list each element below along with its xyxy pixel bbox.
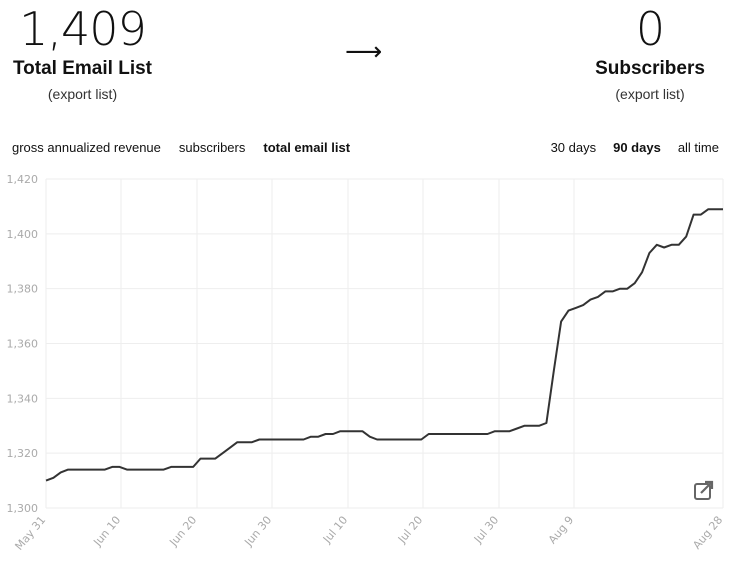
total-email-list-value: 1,409 bbox=[19, 2, 147, 56]
arrow-right-icon: ⟶ bbox=[345, 36, 383, 66]
x-tick-label: Aug 28 bbox=[690, 514, 725, 552]
chart-grid bbox=[45, 178, 724, 509]
y-tick-label: 1,420 bbox=[7, 173, 39, 186]
y-tick-label: 1,400 bbox=[7, 228, 39, 241]
y-axis: 1,300 1,320 1,340 1,360 1,380 1,400 1,420 bbox=[7, 173, 39, 515]
range-tabs: 30 days 90 days all time bbox=[534, 140, 719, 155]
x-tick-label: Jun 20 bbox=[166, 514, 199, 550]
tab-all-time[interactable]: all time bbox=[677, 140, 719, 155]
total-email-list-label: Total Email List bbox=[12, 58, 152, 79]
subscribers-label: Subscribers bbox=[595, 58, 705, 79]
y-tick-label: 1,320 bbox=[7, 447, 39, 460]
series-line bbox=[45, 208, 723, 482]
tab-gross-annualized-revenue[interactable]: gross annualized revenue bbox=[12, 140, 161, 155]
tab-30-days[interactable]: 30 days bbox=[550, 140, 597, 155]
y-tick-label: 1,360 bbox=[7, 338, 39, 351]
email-list-line-chart: 1,300 1,320 1,340 1,360 1,380 1,400 1,420 May … bbox=[7, 173, 726, 553]
x-tick-label: Jun 10 bbox=[90, 514, 123, 550]
x-tick-label: May 31 bbox=[12, 514, 48, 553]
y-tick-label: 1,380 bbox=[7, 283, 39, 296]
export-email-list-link[interactable]: (export list) bbox=[47, 86, 118, 102]
y-tick-label: 1,300 bbox=[7, 502, 39, 515]
metric-tabs: gross annualized revenue subscribers total… bbox=[12, 140, 368, 155]
tab-90-days[interactable]: 90 days bbox=[613, 140, 661, 155]
subscribers-stat: 0 Subscribers (export list) bbox=[585, 6, 715, 102]
x-tick-label: Aug 9 bbox=[546, 514, 577, 547]
tab-total-email-list[interactable]: total email list bbox=[263, 140, 351, 155]
x-tick-label: Jul 10 bbox=[320, 514, 350, 547]
subscribers-value: 0 bbox=[635, 2, 665, 56]
x-axis: May 31 Jun 10 Jun 20 Jun 30 Jul 10 Jul 20 Jul … bbox=[12, 514, 725, 553]
export-subscribers-link[interactable]: (export list) bbox=[615, 86, 685, 102]
external-link-icon[interactable] bbox=[693, 479, 715, 501]
y-tick-label: 1,340 bbox=[7, 392, 39, 405]
x-tick-label: Jul 30 bbox=[471, 514, 501, 547]
x-tick-label: Jul 20 bbox=[395, 514, 425, 547]
tab-subscribers[interactable]: subscribers bbox=[178, 140, 246, 155]
x-tick-label: Jun 30 bbox=[241, 514, 274, 550]
total-email-list-stat: 1,409 Total Email List (export list) bbox=[10, 6, 155, 102]
